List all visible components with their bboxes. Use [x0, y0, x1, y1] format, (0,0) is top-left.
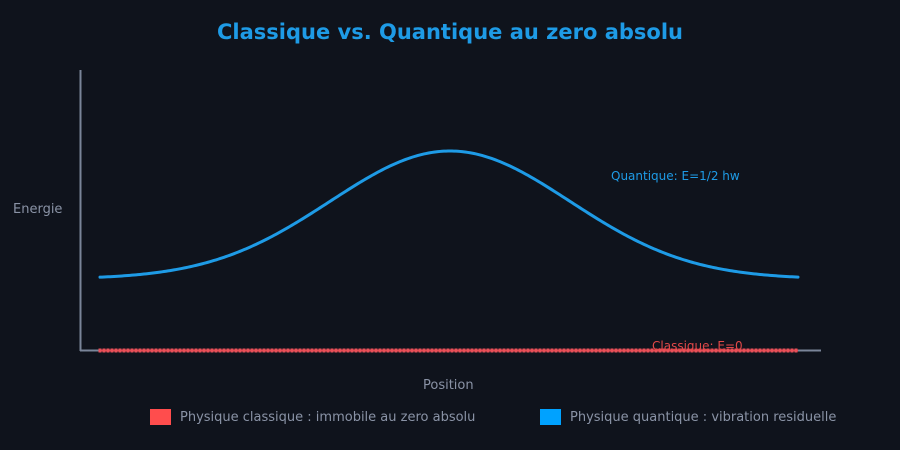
- classical-annotation: Classique: E=0: [652, 339, 743, 353]
- quantum-annotation: Quantique: E=1/2 hw: [611, 169, 740, 183]
- y-axis-label: Energie: [13, 202, 63, 217]
- legend-item-quantum: Physique quantique : vibration residuell…: [540, 409, 836, 425]
- legend-swatch-classical: [150, 409, 171, 425]
- legend-item-classical: Physique classique : immobile au zero ab…: [150, 409, 475, 425]
- classical-series-line: [98, 348, 798, 353]
- legend-swatch-quantum: [540, 409, 561, 425]
- legend-label-classical: Physique classique : immobile au zero ab…: [180, 409, 476, 425]
- x-axis-label: Position: [423, 378, 474, 393]
- legend-label-quantum: Physique quantique : vibration residuell…: [570, 409, 837, 425]
- quantum-series-line: [98, 149, 800, 279]
- chart-title: Classique vs. Quantique au zero absolu: [217, 20, 683, 44]
